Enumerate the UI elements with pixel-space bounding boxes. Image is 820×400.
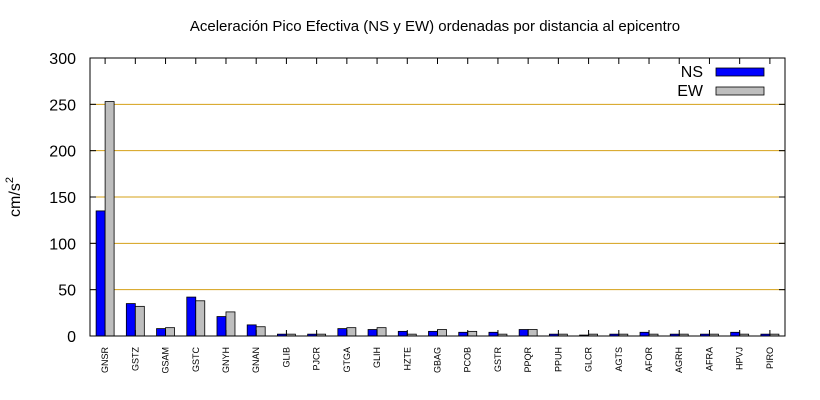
bar-ew-glih <box>376 327 387 337</box>
x-tick-label-piro: PIRO <box>765 347 775 369</box>
x-tick-label-gstc: GSTC <box>191 347 201 373</box>
x-tick-label-gstr: GSTR <box>493 347 503 373</box>
x-tick-label-gnyh: GNYH <box>221 347 231 373</box>
bar-ew-gstc <box>195 300 206 337</box>
x-tick-label-glib: GLIB <box>281 347 291 368</box>
y-tick-label: 250 <box>49 97 76 114</box>
y-axis-ticks: 0 50 100 150 200 250 300 <box>49 51 785 346</box>
bar-ew-ppqr <box>527 329 538 337</box>
y-tick-label: 100 <box>49 236 76 253</box>
bar-ns-gnan <box>246 324 257 337</box>
y-tick-label: 0 <box>67 329 76 346</box>
x-axis-ticks: GNSR GSTZ GSAM GSTC GNYH GNAN GLIB PJCR GTGA GLIH… <box>100 58 775 374</box>
x-tick-label-pjcr: PJCR <box>312 347 322 371</box>
x-tick-label-hzte: HZTE <box>402 347 412 371</box>
y-axis-label-text: cm/s <box>7 183 24 217</box>
x-tick-label-ppqr: PPQR <box>523 347 533 373</box>
legend-label-ew: EW <box>677 83 704 100</box>
x-tick-label-gbag: GBAG <box>433 347 443 373</box>
bar-ew-gnan <box>255 326 266 337</box>
bars <box>95 101 780 337</box>
legend-swatch-ns <box>715 67 765 77</box>
legend: NS EW <box>677 64 765 100</box>
x-tick-label-gnan: GNAN <box>251 347 261 373</box>
bar-ns-hpvj <box>730 331 741 337</box>
x-tick-label-agrh: AGRH <box>674 347 684 373</box>
bar-ns-ppqr <box>518 329 529 337</box>
x-tick-label-gtga: GTGA <box>342 347 352 373</box>
y-tick-label: 150 <box>49 190 76 207</box>
y-tick-label: 200 <box>49 144 76 161</box>
bar-ew-gnsr <box>104 101 115 337</box>
bar-ns-hzte <box>397 330 408 337</box>
bar-ns-pcob <box>458 331 469 337</box>
x-tick-label-afor: AFOR <box>644 347 654 373</box>
bar-ns-glih <box>367 329 378 337</box>
x-tick-label-pcob: PCOB <box>463 347 473 373</box>
chart-title: Aceleración Pico Efectiva (NS y EW) orde… <box>190 18 680 35</box>
x-tick-label-hpvj: HPVJ <box>735 347 745 370</box>
y-axis-label-superscript: 2 <box>4 177 16 183</box>
bar-ns-gstr <box>488 331 499 337</box>
x-tick-label-gstz: GSTZ <box>130 346 140 371</box>
y-axis-label: cm/s2 <box>4 177 24 217</box>
bar-ns-gnsr <box>95 210 106 337</box>
bar-ew-gnyh <box>225 311 236 337</box>
bar-ew-gbag <box>437 329 447 337</box>
bar-ns-gsam <box>156 328 166 337</box>
gridlines <box>90 103 785 291</box>
bar-ew-gsam <box>165 327 175 337</box>
bar-ns-afor <box>639 331 650 337</box>
x-tick-label-agts: AGTS <box>614 347 624 372</box>
x-tick-label-ppuh: PPUH <box>553 347 563 372</box>
y-tick-label: 300 <box>49 51 76 68</box>
x-tick-label-glcr: GLCR <box>584 347 594 373</box>
bar-ew-gstz <box>134 305 145 337</box>
legend-swatch-ew <box>715 86 765 96</box>
bar-ns-gbag <box>428 330 438 337</box>
bar-ew-pcob <box>467 330 478 337</box>
x-tick-label-gsam: GSAM <box>161 347 171 374</box>
bar-ns-gstc <box>186 296 197 337</box>
bar-ew-gtga <box>346 327 357 337</box>
bar-ns-gtga <box>337 328 348 337</box>
x-tick-label-afra: AFRA <box>704 347 714 371</box>
legend-label-ns: NS <box>681 64 703 81</box>
x-tick-label-glih: GLIH <box>372 347 382 368</box>
y-tick-label: 50 <box>58 283 76 300</box>
bar-ns-gstz <box>125 303 136 337</box>
bar-ns-gnyh <box>216 316 227 337</box>
x-tick-label-gnsr: GNSR <box>100 347 110 374</box>
